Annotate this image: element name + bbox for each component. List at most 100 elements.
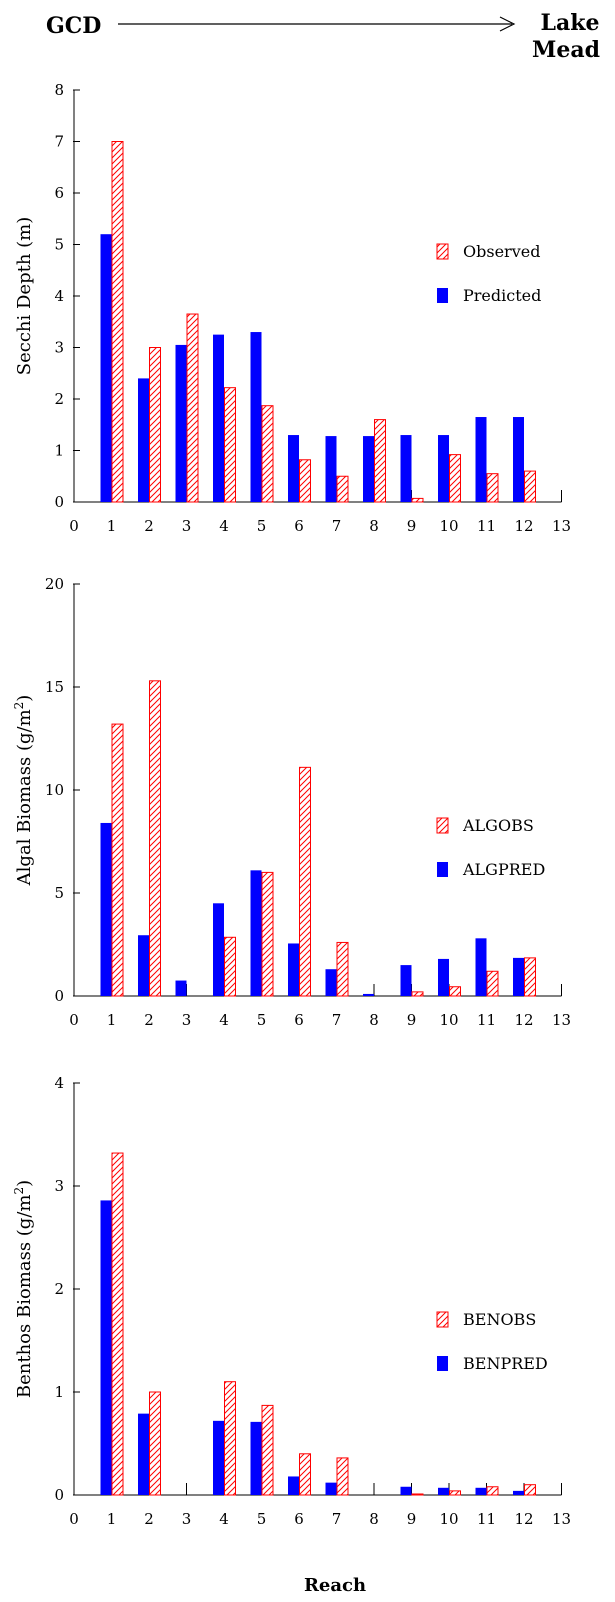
x-tick-label: 1 bbox=[107, 1011, 117, 1029]
bar-algpred bbox=[250, 870, 262, 996]
bar-observed bbox=[186, 313, 199, 503]
bar-predicted bbox=[325, 436, 337, 502]
x-tick-label: 11 bbox=[477, 1510, 496, 1528]
y-axis-label-text: Algal Biomass (g/m bbox=[14, 709, 35, 886]
bar-algpred bbox=[475, 938, 487, 996]
x-tick-label: 5 bbox=[257, 517, 267, 535]
bar-benpred bbox=[250, 1421, 262, 1495]
x-tick-label: 4 bbox=[219, 517, 229, 535]
x-tick-label: 6 bbox=[294, 1510, 304, 1528]
bar-benobs bbox=[224, 1381, 236, 1496]
header-left-label: GCD bbox=[46, 13, 101, 39]
y-tick-label: 2 bbox=[54, 390, 64, 408]
bar-predicted bbox=[288, 435, 299, 502]
bar-observed bbox=[411, 497, 424, 503]
legend-label-algobs: ALGOBS bbox=[462, 816, 534, 835]
y-tick-label: 1 bbox=[54, 1383, 64, 1401]
y-tick-label: 2 bbox=[54, 1280, 64, 1298]
bar-algobs bbox=[261, 871, 274, 997]
bar-observed bbox=[449, 454, 461, 503]
x-tick-label: 10 bbox=[439, 1011, 458, 1029]
bar-observed bbox=[486, 473, 499, 503]
header-right-label-line1: Lake bbox=[541, 10, 600, 36]
bar-predicted bbox=[363, 436, 374, 502]
bar-predicted bbox=[513, 417, 524, 502]
x-tick-label: 13 bbox=[552, 1510, 571, 1528]
x-tick-label: 7 bbox=[332, 1510, 342, 1528]
bar-algobs bbox=[486, 970, 499, 997]
x-tick-label: 11 bbox=[477, 1011, 496, 1029]
bar-algpred bbox=[100, 822, 112, 996]
bar-algpred bbox=[363, 993, 374, 996]
bar-observed bbox=[261, 405, 274, 503]
bar-observed bbox=[374, 419, 386, 503]
bar-benpred bbox=[400, 1486, 412, 1495]
bar-observed bbox=[149, 347, 161, 503]
bar-algpred bbox=[175, 980, 187, 996]
bar-algobs bbox=[224, 936, 236, 997]
x-tick-label: 9 bbox=[407, 517, 417, 535]
bar-predicted bbox=[100, 234, 112, 502]
bar-benobs bbox=[149, 1391, 161, 1496]
y-tick-label: 7 bbox=[54, 133, 64, 151]
y-axis-label-text: Benthos Biomass (g/m bbox=[14, 1195, 35, 1399]
bar-predicted bbox=[213, 334, 224, 502]
bar-algpred bbox=[513, 957, 524, 996]
bar-predicted bbox=[250, 332, 262, 502]
x-tick-label: 6 bbox=[294, 1011, 304, 1029]
x-tick-label: 2 bbox=[144, 1011, 154, 1029]
legend-swatch-observed bbox=[436, 243, 449, 260]
x-tick-label: 3 bbox=[182, 1011, 192, 1029]
bar-benpred bbox=[100, 1200, 112, 1495]
x-tick-label: 10 bbox=[439, 1510, 458, 1528]
bar-algpred bbox=[438, 958, 449, 996]
legend-swatch-benpred bbox=[437, 1356, 448, 1371]
bar-benpred bbox=[213, 1420, 224, 1495]
legend-label-algpred: ALGPRED bbox=[462, 860, 545, 879]
bar-algpred bbox=[213, 903, 224, 996]
bar-predicted bbox=[438, 435, 449, 502]
x-tick-label: 0 bbox=[69, 1510, 79, 1528]
x-tick-label: 1 bbox=[107, 1510, 117, 1528]
y-tick-label: 10 bbox=[45, 781, 64, 799]
bar-predicted bbox=[400, 435, 412, 502]
y-tick-label: 20 bbox=[45, 575, 64, 593]
y-axis-label: Secchi Depth (m) bbox=[14, 217, 35, 375]
bar-benpred bbox=[138, 1413, 149, 1495]
bar-benpred bbox=[325, 1482, 337, 1495]
y-tick-label: 4 bbox=[54, 287, 64, 305]
legend-label-predicted: Predicted bbox=[463, 286, 541, 305]
x-axis-label: Reach bbox=[304, 1575, 366, 1596]
x-tick-label: 5 bbox=[257, 1510, 267, 1528]
y-axis-label-superscript: 2 bbox=[12, 702, 26, 710]
legend-swatch-benobs bbox=[436, 1311, 449, 1328]
bar-algobs bbox=[411, 991, 424, 997]
bar-benpred bbox=[438, 1487, 449, 1495]
legend-swatch-algpred bbox=[437, 862, 448, 877]
x-tick-label: 5 bbox=[257, 1011, 267, 1029]
y-tick-label: 5 bbox=[54, 236, 64, 254]
x-tick-label: 3 bbox=[182, 1510, 192, 1528]
y-tick-label: 3 bbox=[54, 1177, 64, 1195]
y-tick-label: 8 bbox=[54, 81, 64, 99]
bar-algobs bbox=[336, 941, 349, 997]
x-tick-label: 10 bbox=[439, 517, 458, 535]
bar-benobs bbox=[411, 1493, 424, 1496]
y-tick-label: 15 bbox=[45, 678, 64, 696]
bar-predicted bbox=[475, 417, 487, 502]
bar-observed bbox=[299, 459, 311, 503]
y-axis-label-text: Secchi Depth (m) bbox=[14, 217, 35, 375]
bar-algobs bbox=[299, 766, 311, 997]
y-tick-label: 0 bbox=[54, 493, 64, 511]
bar-benobs bbox=[261, 1404, 274, 1496]
bar-observed bbox=[111, 141, 124, 503]
bar-observed bbox=[524, 470, 536, 503]
y-axis-label-tail: ) bbox=[14, 1180, 35, 1187]
x-tick-label: 7 bbox=[332, 517, 342, 535]
x-tick-label: 12 bbox=[514, 1011, 533, 1029]
x-tick-label: 9 bbox=[407, 1510, 417, 1528]
